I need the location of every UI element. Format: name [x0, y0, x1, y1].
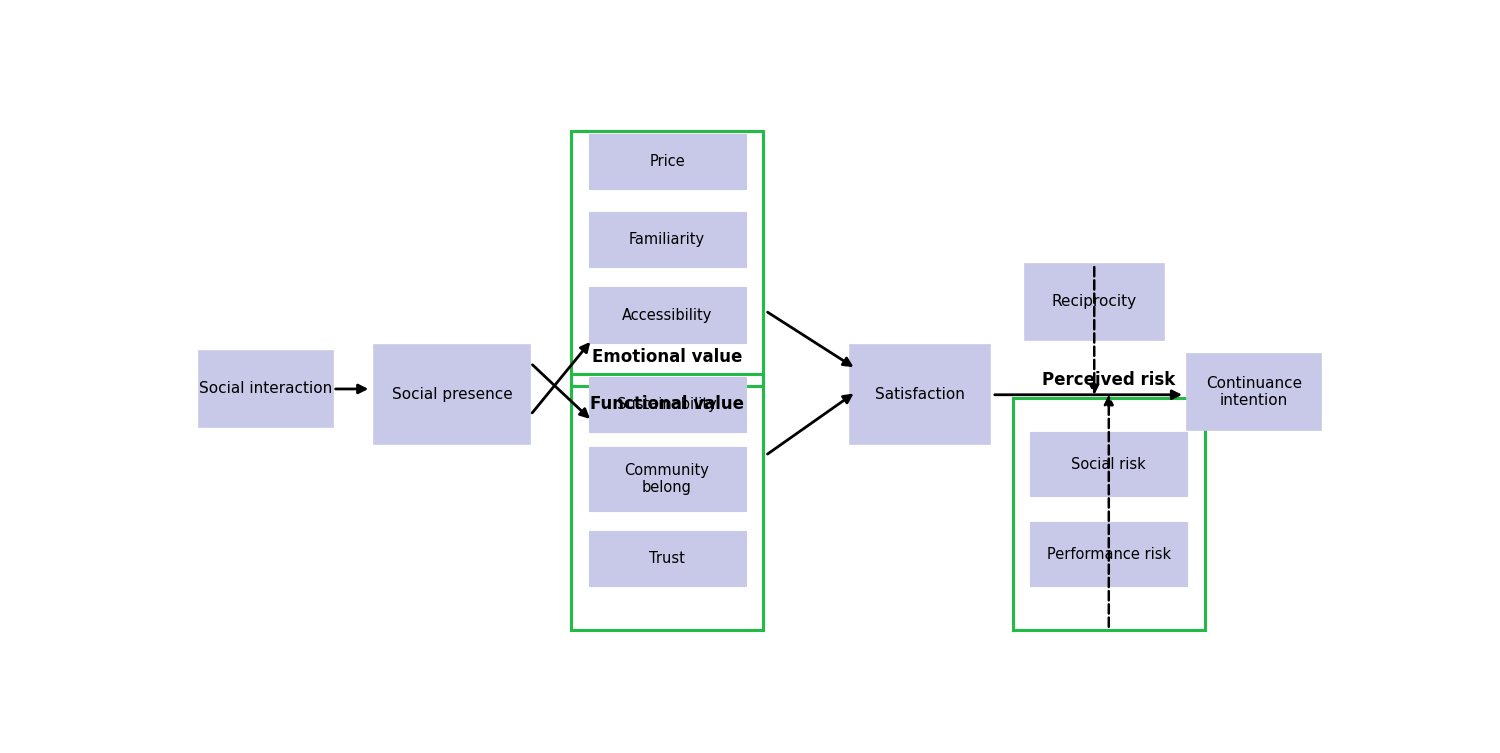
Text: Sustainability: Sustainability	[616, 398, 717, 413]
FancyBboxPatch shape	[1030, 523, 1188, 586]
Text: Continuance
intention: Continuance intention	[1206, 376, 1302, 408]
Text: Reciprocity: Reciprocity	[1052, 294, 1137, 309]
Text: Familiarity: Familiarity	[628, 232, 705, 247]
FancyBboxPatch shape	[1188, 354, 1322, 429]
FancyBboxPatch shape	[588, 288, 746, 343]
Text: Accessibility: Accessibility	[622, 307, 712, 322]
Text: Perceived risk: Perceived risk	[1042, 371, 1176, 389]
Text: Functional value: Functional value	[590, 395, 744, 413]
FancyBboxPatch shape	[588, 212, 746, 267]
Text: Social presence: Social presence	[392, 387, 513, 402]
FancyBboxPatch shape	[588, 377, 746, 432]
FancyBboxPatch shape	[588, 134, 746, 189]
FancyBboxPatch shape	[200, 352, 333, 427]
Text: Community
belong: Community belong	[624, 462, 710, 495]
FancyBboxPatch shape	[1030, 432, 1188, 496]
FancyBboxPatch shape	[588, 447, 746, 511]
FancyBboxPatch shape	[850, 346, 990, 444]
FancyBboxPatch shape	[1024, 264, 1164, 340]
Text: Social interaction: Social interaction	[200, 382, 333, 397]
FancyBboxPatch shape	[374, 346, 531, 444]
Text: Trust: Trust	[650, 551, 686, 566]
Text: Social risk: Social risk	[1071, 457, 1146, 472]
Text: Price: Price	[650, 154, 686, 169]
Text: Emotional value: Emotional value	[592, 348, 742, 366]
FancyBboxPatch shape	[588, 531, 746, 586]
Text: Satisfaction: Satisfaction	[874, 387, 965, 402]
Text: Performance risk: Performance risk	[1047, 547, 1172, 562]
